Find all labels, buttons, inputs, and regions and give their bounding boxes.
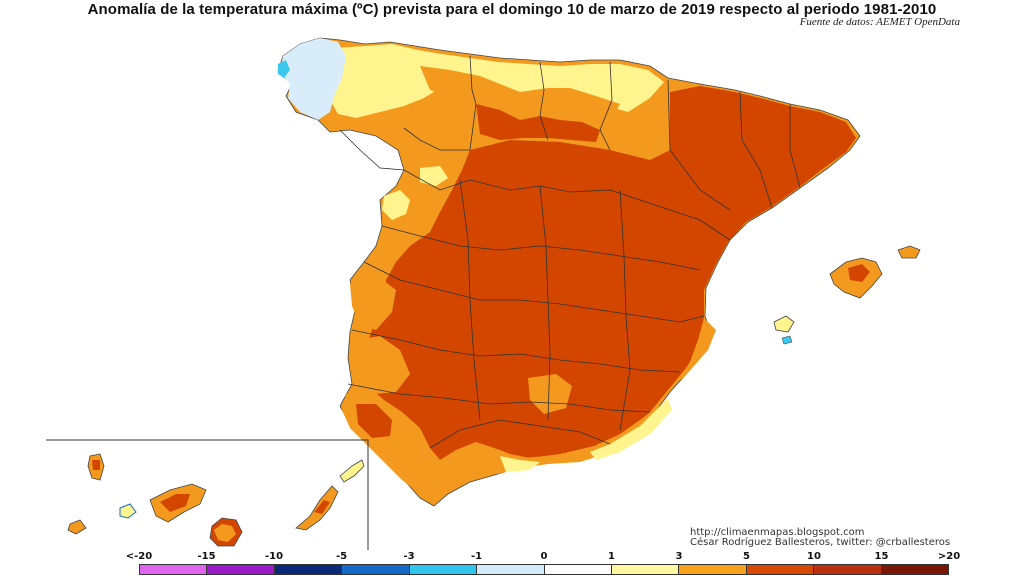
legend-label: >20 [937,551,961,562]
legend-label: -1 [470,551,483,562]
yellow-north-belt [330,44,664,118]
map-title: Anomalía de la temperatura máxima (ºC) p… [87,1,937,18]
legend-swatch [477,565,545,574]
province-borders [339,55,801,449]
formentera [781,335,793,345]
legend-swatch [881,565,949,574]
data-source: Fuente de datos: AEMET OpenData [799,16,960,28]
legend-swatch [814,565,882,574]
legend-labels: <-20 -15 -10 -5 -3 -1 0 1 3 5 10 15 >20 [0,551,1024,563]
legend-label: 3 [675,551,683,562]
ibiza [773,315,795,333]
coast-yellow-southwest [500,456,540,472]
coast-strip-east [680,318,716,382]
legend-label: 5 [743,551,750,562]
tenerife-red [160,494,190,512]
legend-label: <-20 [125,551,153,562]
legend-label: -5 [335,551,348,562]
fuerteventura [295,485,339,531]
orange-patch-west [350,278,396,330]
legend-swatch [544,565,612,574]
legend-label: -15 [197,551,216,562]
legend-swatch [679,565,747,574]
coast-yellow-south [590,398,672,460]
legend-label: 1 [608,551,615,562]
la-palma-red [92,460,100,470]
la-gomera [119,503,137,519]
el-hierro [67,519,87,535]
legend-label: -10 [264,551,284,562]
anomaly-zone-high [364,86,856,460]
fuerteventura-red [314,500,330,514]
coast-strip-south [498,408,660,474]
legend-swatch [274,565,343,574]
color-legend-bar [139,564,949,575]
galicia-cool-zone [280,38,346,120]
credits-author: César Rodríguez Ballesteros, twitter: @c… [690,537,951,548]
lanzarote [339,459,365,483]
yellow-patch-west [382,190,410,220]
legend-swatch [746,565,815,574]
temperature-anomaly-map [46,37,921,550]
galicia-cyan-patch [278,60,290,78]
credits: http://climaenmapas.blogspot.com César R… [690,528,950,548]
legend-swatch [140,565,208,574]
gran-canaria-orange [214,524,236,542]
legend-swatch [207,565,275,574]
menorca [897,245,921,259]
red-north-patch [476,104,600,142]
credits-blog-url[interactable]: http://climaenmapas.blogspot.com [690,527,865,538]
legend-swatch [409,565,478,574]
yellow-patch-center [420,166,448,186]
legend-swatch [342,565,410,574]
orange-patch-extremadura [352,336,410,394]
mallorca-red-patch [848,264,870,282]
legend-swatch [611,565,680,574]
orange-north-patch [420,66,620,118]
red-patch-huelva [356,404,392,438]
legend-label: -3 [403,551,415,562]
orange-patch-jaen [528,374,572,414]
legend-label: 0 [540,551,548,562]
legend-label: 10 [807,551,821,562]
canarias-inset-frame [46,439,369,550]
legend-label: 15 [874,551,889,562]
